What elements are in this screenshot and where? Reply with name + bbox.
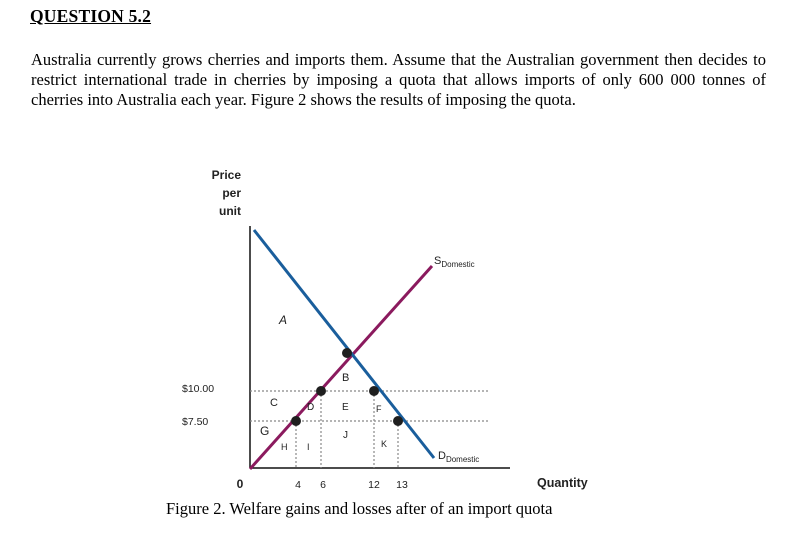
- region-h: H: [281, 442, 288, 452]
- qty-tick-6: 6: [320, 479, 326, 491]
- point-demand-10: [369, 386, 379, 396]
- region-d: D: [307, 402, 314, 413]
- region-f: F: [376, 404, 382, 414]
- region-a: A: [278, 313, 287, 327]
- region-b: B: [342, 372, 349, 384]
- demand-curve: [252, 229, 436, 459]
- y-axis-label-line3: unit: [219, 204, 241, 218]
- qty-tick-12: 12: [368, 479, 380, 491]
- region-e: E: [342, 402, 349, 413]
- region-k: K: [381, 439, 387, 449]
- point-supply-10: [316, 386, 326, 396]
- equilibrium-point: [342, 348, 352, 358]
- supply-curve-label: SDomestic: [434, 255, 475, 269]
- region-i: I: [307, 442, 310, 452]
- supply-curve: [248, 264, 434, 471]
- point-supply-7-50: [291, 416, 301, 426]
- origin-label: 0: [237, 477, 244, 491]
- x-axis-label: Quantity: [537, 476, 588, 490]
- y-axis-label-line2: per: [222, 186, 241, 200]
- qty-tick-13: 13: [396, 479, 408, 491]
- region-g: G: [260, 424, 269, 438]
- demand-curve-label: DDomestic: [438, 450, 479, 464]
- region-j: J: [343, 430, 348, 441]
- qty-tick-4: 4: [295, 479, 301, 491]
- point-demand-7-50: [393, 416, 403, 426]
- welfare-figure: Price per unit $10.00 $7.50 0 4 6 12 13 …: [182, 168, 588, 491]
- y-axis-label-line1: Price: [212, 168, 242, 182]
- figure-caption: Figure 2. Welfare gains and losses after…: [166, 499, 553, 518]
- question-text: Australia currently grows cherries and i…: [31, 50, 766, 109]
- price-label-7-50: $7.50: [182, 416, 208, 428]
- region-c: C: [270, 397, 278, 409]
- price-label-10: $10.00: [182, 383, 214, 395]
- question-heading: QUESTION 5.2: [30, 6, 152, 26]
